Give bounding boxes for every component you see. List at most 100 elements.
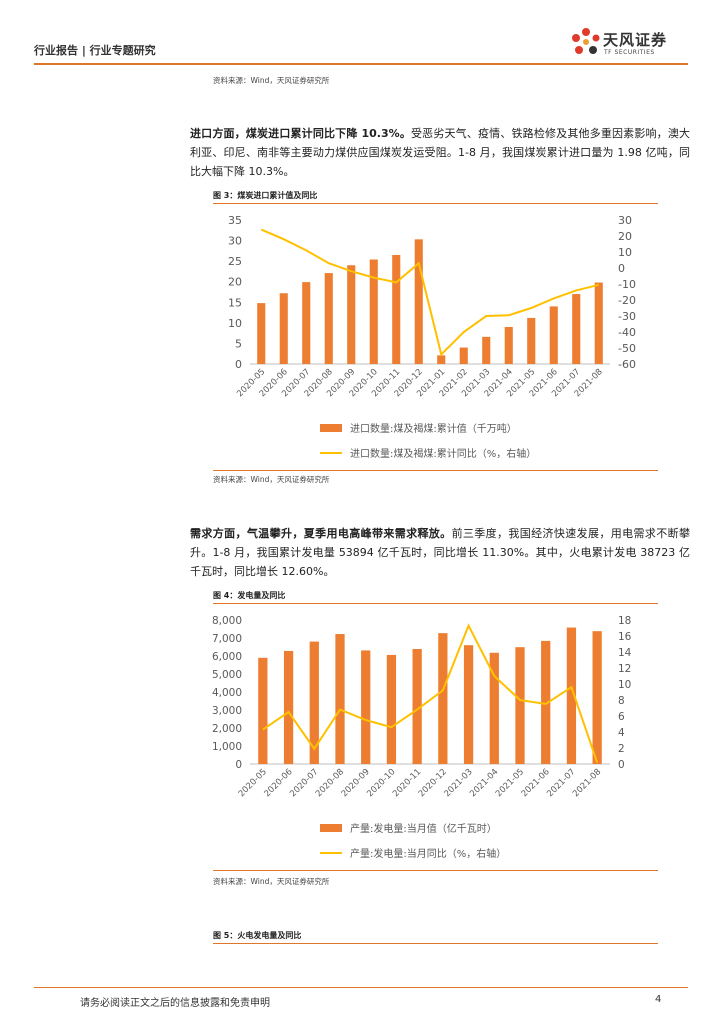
page-number: 4 — [655, 994, 662, 1005]
y2-axis-tick-label: 10 — [618, 246, 632, 259]
power-generation-chart: 0 1,000 2,000 3,000 4,000 5,000 6,000 7,000 8,00… — [212, 615, 632, 860]
y-axis-tick-label: 0 — [235, 358, 242, 371]
y2-axis-tick-label: -20 — [618, 294, 636, 307]
bar — [572, 294, 581, 364]
y-axis-tick-label: 15 — [228, 296, 242, 309]
bar — [541, 640, 551, 764]
bar — [504, 326, 513, 364]
top-source-note: 资料来源：Wind，天风证券研究所 — [213, 76, 330, 85]
bar — [386, 654, 397, 764]
bar — [414, 239, 423, 364]
figure3-bottom-rule — [213, 470, 658, 471]
y-axis-tick-label: 0 — [235, 759, 242, 771]
bar — [283, 650, 294, 764]
bar — [309, 641, 319, 764]
bar — [437, 355, 446, 364]
footer-divider — [34, 987, 688, 988]
y-axis-tick-label: 35 — [228, 214, 242, 227]
bar — [347, 265, 356, 364]
paragraph-demand-lead: 需求方面，气温攀升，夏季用电高峰带来需求释放。 — [190, 527, 452, 540]
y2-axis-tick-label: -30 — [618, 310, 636, 323]
y-axis-tick-label: 10 — [228, 317, 242, 330]
y-axis-tick-label: 4,000 — [212, 687, 242, 699]
legend-line-label: 产量:发电量:当月同比（%，右轴） — [350, 847, 506, 860]
x-axis-tick-label: 2021-08 — [571, 767, 603, 799]
y2-axis-tick-label: -40 — [618, 326, 636, 339]
paragraph-demand: 需求方面，气温攀升，夏季用电高峰带来需求释放。前三季度，我国经济快速发展，用电需… — [190, 524, 690, 581]
bar — [361, 650, 371, 764]
bar — [392, 254, 401, 364]
bar — [257, 303, 266, 364]
paragraph-demand-body: 前三季度，我国经济快速发展，用电需求不断攀升。1-8 月，我国累计发电量 538… — [190, 527, 691, 578]
legend-bar-swatch — [320, 824, 342, 832]
logo-text-en: TF SECURITIES — [604, 49, 655, 56]
bar — [279, 293, 288, 364]
bar — [594, 282, 603, 364]
series-line — [260, 228, 599, 357]
y2-axis-tick-label: -10 — [618, 278, 636, 291]
y2-axis-tick-label: 4 — [618, 727, 625, 739]
figure5-top-rule — [213, 943, 658, 944]
y2-axis-tick-label: 0 — [618, 262, 625, 275]
bar — [489, 652, 499, 764]
bar — [335, 634, 345, 764]
footer-disclaimer: 请务必阅读正文之后的信息披露和免责申明 — [80, 998, 270, 1009]
report-category: 行业报告 | 行业专题研究 — [34, 44, 156, 57]
y2-axis-tick-label: 0 — [618, 759, 625, 771]
y-axis-tick-label: 30 — [228, 235, 242, 248]
figure4-source: 资料来源：Wind，天风证券研究所 — [213, 877, 330, 886]
y2-axis-tick-label: -60 — [618, 358, 636, 371]
bar — [463, 645, 474, 764]
bar — [369, 259, 378, 364]
y2-axis-tick-label: 20 — [618, 230, 632, 243]
bar — [515, 647, 525, 764]
bar — [302, 282, 311, 364]
paragraph-imports: 进口方面，煤炭进口累计同比下降 10.3%。受恶劣天气、疫情、铁路检修及其他多重… — [190, 124, 690, 181]
company-logo — [568, 26, 678, 60]
y2-axis-tick-label: 14 — [618, 647, 632, 659]
bar — [592, 631, 602, 764]
paragraph-imports-lead: 进口方面，煤炭进口累计同比下降 10.3%。 — [190, 127, 411, 140]
bar — [527, 317, 536, 364]
legend-bar-label: 产量:发电量:当月值（亿千瓦时） — [350, 822, 497, 835]
y2-axis-tick-label: -50 — [618, 342, 636, 355]
figure3-title: 图 3：煤炭进口累计值及同比 — [213, 191, 318, 200]
y-axis-tick-label: 1,000 — [212, 741, 242, 753]
header-divider — [34, 63, 688, 65]
y-axis-tick-label: 5 — [235, 337, 242, 350]
figure5-title: 图 5：火电发电量及同比 — [213, 931, 302, 940]
figure4-title: 图 4：发电量及同比 — [213, 591, 286, 600]
figure4-top-rule — [213, 603, 658, 604]
y-axis-tick-label: 3,000 — [212, 705, 242, 717]
y2-axis-tick-label: 12 — [618, 663, 631, 675]
bar — [566, 627, 577, 764]
bar — [549, 306, 558, 364]
paragraph-imports-body: 受恶劣天气、疫情、铁路检修及其他多重因素影响，澳大利亚、印尼、南非等主要动力煤供… — [190, 127, 690, 178]
y-axis-tick-label: 2,000 — [212, 723, 242, 735]
legend-bar-label: 进口数量:煤及褐煤:累计值（千万吨） — [350, 422, 517, 435]
y2-axis-tick-label: 10 — [618, 679, 631, 691]
bar — [412, 648, 422, 764]
logo-flower-icon — [572, 28, 600, 54]
bar — [482, 336, 491, 364]
figure4-bottom-rule — [213, 870, 658, 871]
y2-axis-tick-label: 8 — [618, 695, 625, 707]
legend-line-label: 进口数量:煤及褐煤:累计同比（%，右轴） — [350, 447, 536, 460]
y2-axis-tick-label: 6 — [618, 711, 625, 723]
logo-text-cn: 天风证券 — [603, 31, 668, 49]
bar — [258, 657, 268, 764]
bar — [438, 633, 448, 764]
figure3-source: 资料来源：Wind，天风证券研究所 — [213, 475, 330, 484]
y2-axis-tick-label: 16 — [618, 631, 632, 643]
y-axis-tick-label: 7,000 — [212, 633, 242, 645]
y-axis-tick-label: 20 — [228, 276, 242, 289]
bar — [459, 347, 468, 364]
y2-axis-tick-label: 18 — [618, 615, 631, 627]
y-axis-tick-label: 5,000 — [212, 669, 242, 681]
y-axis-tick-label: 8,000 — [212, 615, 242, 627]
y2-axis-tick-label: 30 — [618, 214, 632, 227]
series-line — [262, 623, 599, 763]
y2-axis-tick-label: 2 — [618, 743, 625, 755]
legend-bar-swatch — [320, 424, 342, 432]
